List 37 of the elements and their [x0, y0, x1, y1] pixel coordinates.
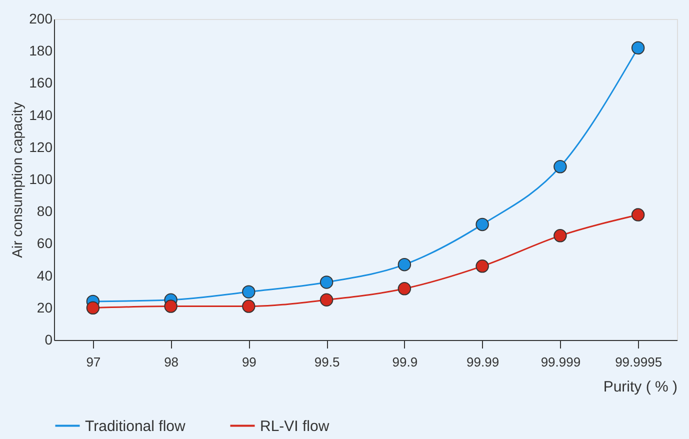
- point: [631, 208, 645, 222]
- point: [242, 300, 256, 313]
- point: [476, 218, 489, 232]
- x-tick-label: 97: [86, 354, 101, 370]
- y-tick-label: 0: [44, 332, 53, 348]
- y-tick-label: 40: [36, 267, 53, 284]
- legend-label: RL-VI flow: [260, 418, 330, 435]
- y-tick-label: 180: [29, 42, 53, 59]
- y-tick-label: 140: [29, 106, 53, 123]
- y-axis-title: Air consumption capacity: [9, 102, 26, 258]
- x-tick-label: 98: [164, 354, 179, 370]
- point: [86, 301, 100, 315]
- x-tick-label: 99.999: [540, 354, 581, 370]
- x-axis-title: Purity ( % ): [603, 378, 678, 396]
- y-tick-label: 200: [29, 10, 53, 26]
- y-tick-label: 160: [29, 74, 53, 91]
- point: [242, 285, 256, 298]
- y-tick-label: 120: [29, 138, 53, 155]
- point: [320, 293, 334, 306]
- x-tick-label: 99.9995: [615, 354, 662, 370]
- x-tick-label: 99.5: [314, 354, 340, 370]
- point: [398, 258, 412, 272]
- y-tick-label: 80: [36, 203, 53, 220]
- point: [398, 282, 412, 296]
- y-tick-label: 100: [29, 171, 53, 187]
- point: [164, 300, 178, 313]
- x-tick-label: 99.99: [466, 354, 500, 370]
- x-tick-label: 99.9: [392, 354, 418, 370]
- y-tick-label: 20: [36, 299, 53, 316]
- point: [554, 160, 567, 174]
- legend-label: Traditional flow: [85, 418, 186, 435]
- point: [320, 276, 334, 289]
- point: [554, 229, 567, 242]
- point: [631, 41, 645, 54]
- point: [476, 260, 489, 273]
- x-tick-label: 99: [242, 354, 256, 370]
- y-tick-label: 60: [36, 235, 53, 252]
